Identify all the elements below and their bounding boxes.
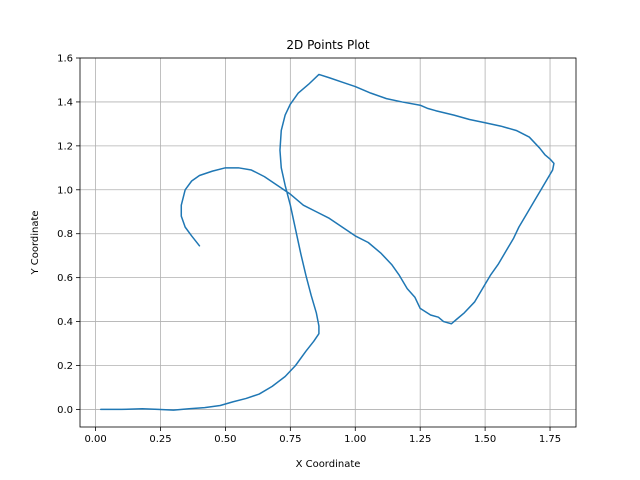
- x-tick-label: 1.75: [539, 434, 561, 445]
- x-tick-label: 0.50: [214, 434, 236, 445]
- plot-frame: [79, 57, 577, 428]
- series-line: [100, 73, 555, 411]
- y-tick-label: 0.0: [57, 405, 73, 416]
- x-axis-label: X Coordinate: [296, 459, 361, 470]
- chart-title: 2D Points Plot: [286, 38, 369, 52]
- series-layer: [100, 73, 555, 411]
- y-tick-label: 0.4: [57, 317, 73, 328]
- x-tick-label: 0.00: [84, 434, 106, 445]
- plot-area-background: [80, 58, 576, 427]
- x-tick-label: 1.00: [344, 434, 366, 445]
- y-tick-label: 1.4: [57, 97, 73, 108]
- y-tick-label: 0.8: [57, 229, 73, 240]
- x-tick-label: 1.50: [474, 434, 496, 445]
- y-axis-label: Y Coordinate: [30, 210, 41, 275]
- x-tick-label: 0.75: [279, 434, 301, 445]
- y-tick-label: 0.6: [57, 273, 73, 284]
- x-tick-label: 0.25: [149, 434, 171, 445]
- y-tick-label: 1.2: [57, 141, 73, 152]
- y-axis: 0.0 0.2 0.4 0.6 0.8 1.0 1.2 1.4 1.6: [57, 54, 80, 416]
- y-tick-label: 1.0: [57, 185, 73, 196]
- y-tick-label: 1.6: [57, 54, 73, 65]
- x-axis: 0.00 0.25 0.50 0.75 1.00 1.25 1.50 1.75: [84, 427, 561, 445]
- y-tick-label: 0.2: [57, 361, 73, 372]
- x-tick-label: 1.25: [409, 434, 431, 445]
